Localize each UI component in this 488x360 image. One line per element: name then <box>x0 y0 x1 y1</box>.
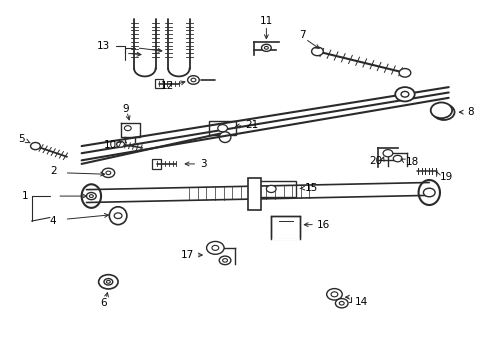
Circle shape <box>430 103 451 118</box>
Circle shape <box>206 242 224 254</box>
Text: 18: 18 <box>405 157 418 167</box>
Bar <box>152 159 161 168</box>
Text: 21: 21 <box>244 120 258 130</box>
Circle shape <box>400 91 408 97</box>
Bar <box>154 79 163 88</box>
Circle shape <box>89 195 93 198</box>
Text: 13: 13 <box>97 41 110 51</box>
Bar <box>208 121 236 135</box>
Text: 8: 8 <box>467 107 473 117</box>
Bar <box>247 178 260 210</box>
Text: 15: 15 <box>305 183 318 193</box>
Circle shape <box>114 213 122 219</box>
Text: 14: 14 <box>354 297 367 307</box>
Circle shape <box>311 47 323 56</box>
Circle shape <box>441 111 446 114</box>
Circle shape <box>335 298 347 308</box>
Ellipse shape <box>219 132 230 143</box>
Circle shape <box>106 171 111 175</box>
Circle shape <box>124 126 131 131</box>
Text: 5: 5 <box>19 134 25 144</box>
Bar <box>271 216 300 239</box>
Text: 9: 9 <box>122 104 128 113</box>
Circle shape <box>398 68 410 77</box>
Text: 17: 17 <box>180 250 193 260</box>
Circle shape <box>423 188 434 197</box>
Circle shape <box>106 280 110 283</box>
Ellipse shape <box>81 184 101 208</box>
Circle shape <box>392 156 401 162</box>
Ellipse shape <box>109 207 126 225</box>
Circle shape <box>266 185 276 193</box>
Circle shape <box>86 193 96 200</box>
Circle shape <box>187 76 199 84</box>
Bar <box>251 181 295 197</box>
Circle shape <box>382 150 392 157</box>
Circle shape <box>330 292 337 297</box>
Circle shape <box>116 141 124 147</box>
Circle shape <box>339 301 344 305</box>
Circle shape <box>30 143 40 150</box>
Text: 16: 16 <box>316 220 329 230</box>
Circle shape <box>394 87 414 102</box>
Circle shape <box>211 246 218 250</box>
Text: 10: 10 <box>104 140 117 150</box>
Text: 2: 2 <box>50 166 57 176</box>
Ellipse shape <box>418 180 439 205</box>
Text: 4: 4 <box>49 216 56 226</box>
Circle shape <box>437 108 449 116</box>
Text: 12: 12 <box>161 81 174 91</box>
Circle shape <box>102 168 115 177</box>
Text: 1: 1 <box>21 191 28 201</box>
Circle shape <box>99 275 118 289</box>
Text: 20: 20 <box>368 157 382 166</box>
Circle shape <box>217 125 227 132</box>
Circle shape <box>264 46 268 49</box>
Circle shape <box>219 256 230 265</box>
Text: 6: 6 <box>100 298 106 308</box>
Text: 11: 11 <box>259 16 272 26</box>
Circle shape <box>104 279 113 285</box>
Circle shape <box>261 44 271 51</box>
Circle shape <box>222 258 227 262</box>
Text: 7: 7 <box>299 30 305 40</box>
Text: 19: 19 <box>439 172 452 182</box>
Circle shape <box>326 289 342 300</box>
Text: 3: 3 <box>200 159 206 169</box>
Circle shape <box>432 104 454 120</box>
Circle shape <box>191 78 196 82</box>
